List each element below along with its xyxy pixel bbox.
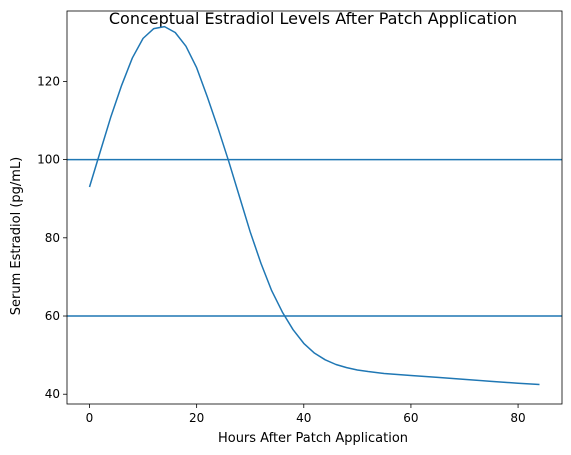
plot-frame xyxy=(66,10,563,405)
y-axis-label: Serum Estradiol (pg/mL) xyxy=(9,157,24,316)
series-line-0 xyxy=(88,25,540,386)
chart-title: Conceptual Estradiol Levels After Patch … xyxy=(109,9,517,28)
y-tick-label: 100 xyxy=(37,153,60,167)
y-tick-label: 60 xyxy=(45,309,60,323)
x-tick-label: 80 xyxy=(510,411,525,425)
x-tick-label: 0 xyxy=(86,411,94,425)
y-tick-label: 80 xyxy=(45,231,60,245)
x-tick-label: 20 xyxy=(189,411,204,425)
x-tick-label: 60 xyxy=(403,411,418,425)
x-axis-label: Hours After Patch Application xyxy=(218,431,408,446)
x-tick-label: 40 xyxy=(296,411,311,425)
y-tick-label: 120 xyxy=(37,74,60,88)
y-tick-label: 40 xyxy=(45,387,60,401)
